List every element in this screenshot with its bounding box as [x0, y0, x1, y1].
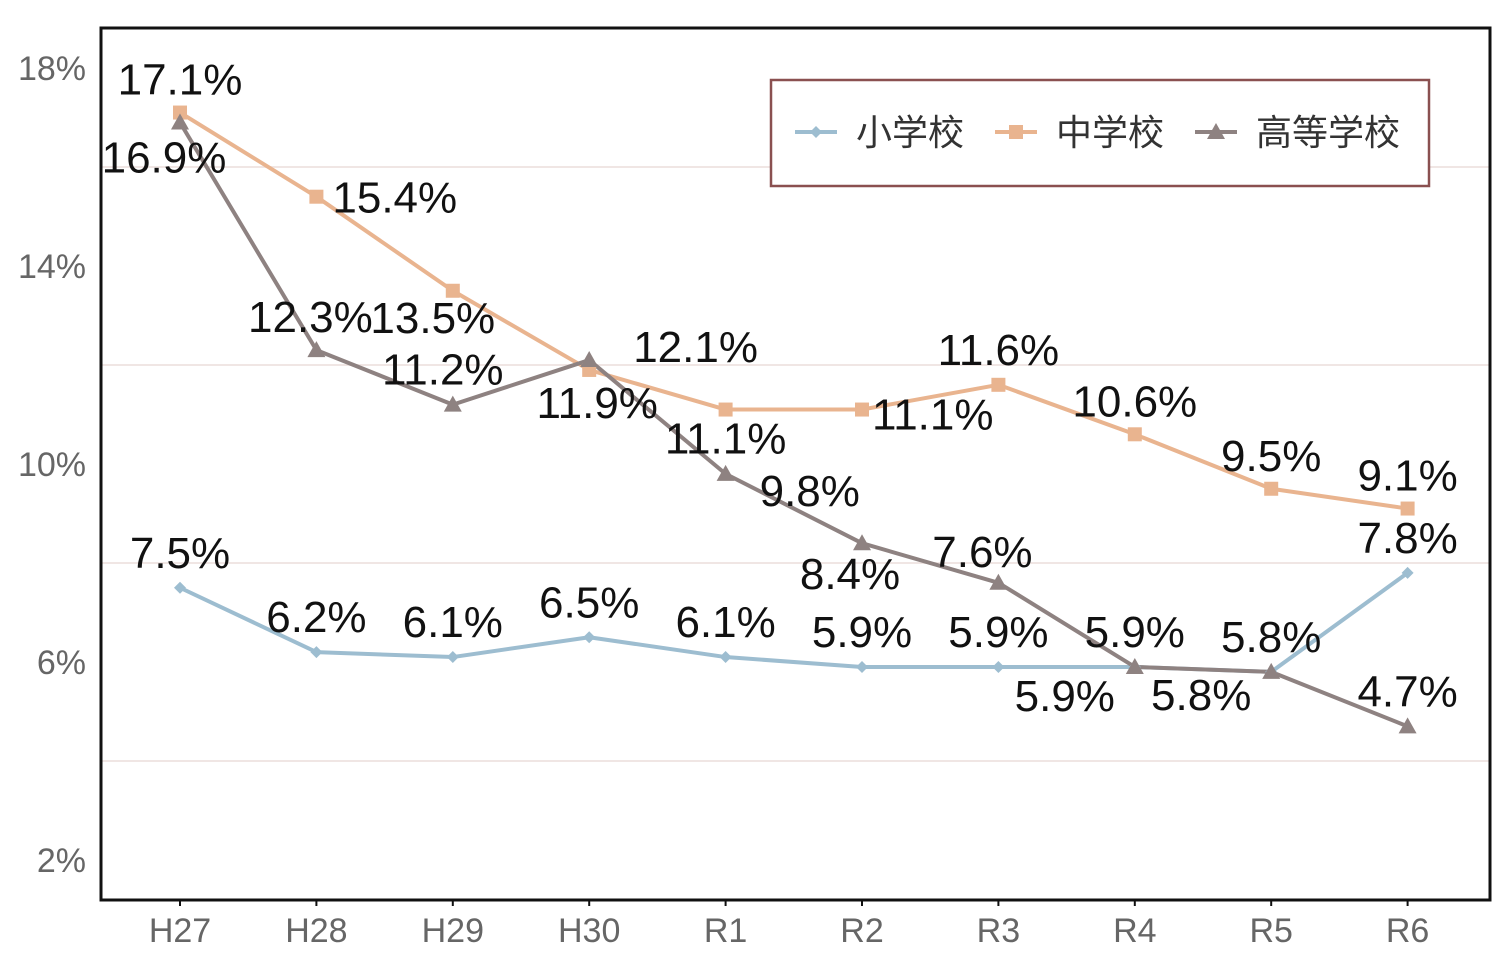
data-point-elementary: [310, 646, 323, 659]
legend-marker-elementary: [810, 126, 822, 138]
series-lines: [178, 110, 1409, 729]
data-label-junior-high: 11.6%: [938, 326, 1060, 375]
data-label-high-school: 5.9%: [1015, 672, 1115, 721]
data-label-junior-high: 15.4%: [332, 174, 457, 223]
x-tick-label: H27: [149, 912, 211, 950]
data-label-junior-high: 11.1%: [872, 391, 994, 440]
data-label-elementary: 5.9%: [1085, 608, 1185, 657]
data-point-high-school: [1398, 717, 1417, 734]
data-label-elementary: 5.9%: [948, 608, 1048, 657]
data-point-junior-high: [445, 283, 460, 298]
data-label-high-school: 5.8%: [1151, 671, 1251, 720]
data-label-high-school: 9.8%: [760, 467, 860, 516]
x-tick-label: R2: [840, 912, 883, 950]
data-point-high-school: [443, 395, 462, 412]
x-tick-label: R5: [1249, 912, 1292, 950]
data-label-high-school: 12.3%: [248, 293, 373, 342]
y-tick-label: 10%: [18, 446, 86, 484]
data-point-high-school: [307, 341, 326, 358]
series-line-high-school: [178, 121, 1409, 729]
data-point-elementary: [992, 660, 1005, 673]
data-point-elementary: [174, 581, 186, 594]
legend-label-junior-high: 中学校: [1056, 113, 1164, 154]
y-tick-label: 2%: [37, 842, 86, 880]
legend-marker-junior-high: [1009, 125, 1023, 139]
data-point-junior-high: [1264, 481, 1279, 496]
data-point-junior-high: [1400, 501, 1415, 516]
data-point-high-school: [171, 113, 189, 130]
data-point-junior-high: [718, 402, 733, 417]
x-tick-label: H30: [558, 912, 620, 950]
data-point-elementary: [446, 651, 459, 664]
legend-label-high-school: 高等学校: [1256, 113, 1400, 154]
data-label-high-school: 4.7%: [1357, 667, 1457, 716]
data-label-elementary: 5.8%: [1221, 613, 1321, 662]
data-point-junior-high: [991, 377, 1006, 392]
data-point-high-school: [580, 351, 599, 368]
data-label-elementary: 6.2%: [266, 593, 366, 642]
plot-frame: [99, 26, 1492, 902]
data-point-junior-high: [309, 189, 324, 204]
data-labels: 7.5% 6.2% 6.1% 6.5% 6.1% 5.9% 5.9% 5.9% 5.8% 7.8%…: [102, 56, 1458, 721]
x-tick-label: R4: [1113, 912, 1156, 950]
series-markers: [171, 105, 1417, 734]
y-tick-label: 14%: [18, 248, 86, 286]
data-label-high-school: 7.6%: [932, 528, 1032, 577]
data-label-elementary: 6.5%: [539, 578, 639, 627]
data-label-elementary: 7.8%: [1357, 514, 1457, 563]
x-tick-label: R6: [1386, 912, 1429, 950]
data-label-junior-high: 9.5%: [1221, 432, 1321, 481]
data-label-elementary: 7.5%: [130, 529, 230, 578]
data-label-elementary: 5.9%: [812, 608, 912, 657]
data-point-junior-high: [1127, 427, 1142, 442]
data-point-elementary: [583, 631, 596, 644]
data-label-elementary: 6.1%: [675, 598, 775, 647]
data-label-junior-high: 11.9%: [536, 379, 658, 428]
data-label-junior-high: 13.5%: [370, 294, 495, 343]
data-label-elementary: 6.1%: [403, 598, 503, 647]
data-point-high-school: [1125, 657, 1144, 674]
data-label-junior-high: 11.1%: [665, 415, 787, 464]
data-label-junior-high: 9.1%: [1357, 452, 1457, 501]
data-label-high-school: 12.1%: [633, 323, 758, 372]
x-tick-label: R3: [977, 912, 1020, 950]
legend-marker-high-school: [1207, 123, 1225, 139]
legend-label-elementary: 小学校: [856, 113, 964, 154]
data-label-high-school: 11.2%: [382, 346, 504, 395]
data-point-high-school: [716, 464, 735, 481]
legend-box: [769, 78, 1431, 188]
data-label-junior-high: 10.6%: [1072, 377, 1197, 426]
data-label-high-school: 8.4%: [800, 550, 900, 599]
data-label-high-school: 16.9%: [102, 133, 227, 182]
x-tick-label: R1: [704, 912, 747, 950]
data-point-elementary: [856, 660, 868, 673]
data-label-junior-high: 17.1%: [118, 56, 243, 105]
legend: 小学校 中学校 高等学校: [769, 78, 1431, 188]
data-point-elementary: [1401, 566, 1414, 579]
x-axis-ticks: H27 H28 H29 H30 R1 R2 R3 R4 R5 R6: [149, 900, 1429, 950]
data-point-high-school: [1262, 662, 1281, 679]
series-line-junior-high: [178, 110, 1408, 511]
data-point-junior-high: [173, 105, 187, 120]
data-point-junior-high: [855, 402, 869, 417]
data-point-elementary: [719, 651, 732, 664]
y-tick-label: 18%: [18, 50, 86, 88]
x-tick-label: H29: [422, 912, 484, 950]
data-point-high-school: [989, 573, 1008, 590]
y-axis-ticks: 2% 6% 10% 14% 18%: [18, 50, 86, 880]
x-tick-label: H28: [285, 912, 347, 950]
y-tick-label: 6%: [37, 644, 86, 682]
data-point-high-school: [853, 534, 871, 551]
